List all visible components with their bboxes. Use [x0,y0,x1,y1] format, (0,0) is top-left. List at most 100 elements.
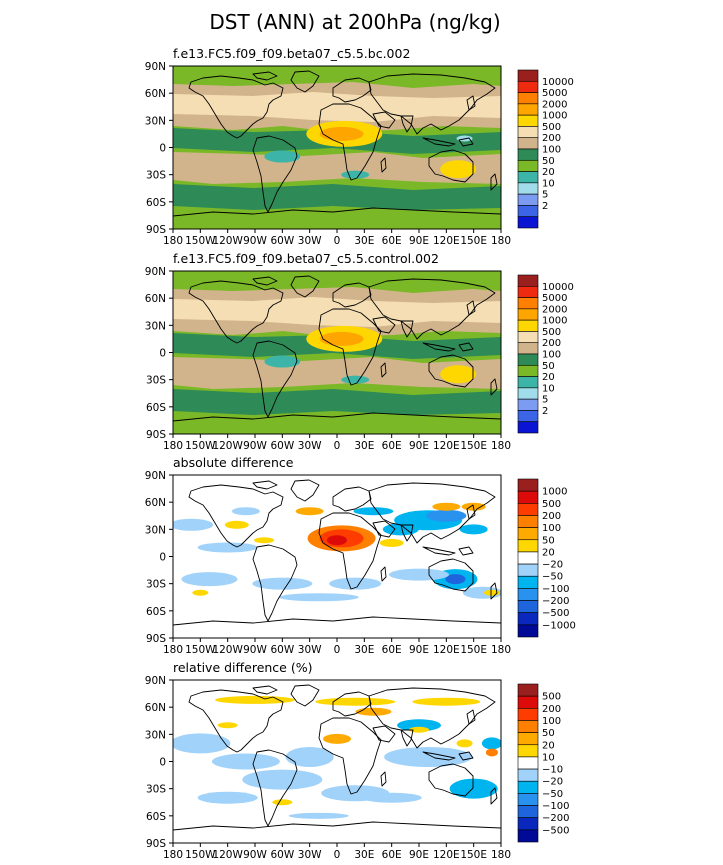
colorbar-label: 200 [542,133,561,144]
x-tick-label: 120W [212,849,243,861]
field-fill [173,475,501,638]
colorbar-label: 500 [542,327,561,338]
colorbar-label: 200 [542,511,561,522]
field-fill [173,66,501,84]
y-tick-label: 60N [145,702,166,714]
colorbar-label: 500 [542,692,561,703]
field-fill [278,593,359,602]
x-tick-label: 90E [409,644,429,656]
y-tick-label: 30S [146,170,166,182]
colorbar-swatch [517,683,539,697]
field-fill [353,507,394,516]
x-tick-label: 30E [354,849,374,861]
y-tick-label: 30N [145,320,166,332]
panel-title: relative difference (%) [173,660,312,675]
field-fill [397,719,441,732]
x-tick-label: 30W [298,235,322,247]
colorbar-label: −10 [542,765,563,776]
x-tick-label: 120W [212,440,243,452]
colorbar-swatch [517,575,539,589]
colorbar-label: 5 [542,395,548,406]
field-fill [341,375,370,384]
colorbar-label: 10 [542,752,555,763]
field-fill [384,746,473,767]
colorbar-swatch [517,92,539,105]
field-fill [252,577,313,590]
colorbar-label: 100 [542,523,561,534]
colorbar-label: 200 [542,338,561,349]
field-fill [449,778,498,799]
x-tick-label: 30E [354,440,374,452]
x-tick-label: 90E [409,440,429,452]
colorbar-label: 2000 [542,99,567,110]
field-fill [173,733,231,754]
field-fill [329,577,382,590]
x-tick-label: 30E [354,644,374,656]
field-fill [319,331,364,346]
colorbar-label: 2 [542,406,548,417]
field-fill [456,739,473,748]
colorbar-swatch [517,364,539,377]
map-panel-3: absolute difference90N60N30N030S60S90S18… [145,455,576,656]
x-tick-label: 180 [491,644,511,656]
colorbar-swatch [517,308,539,321]
colorbar-swatch [517,780,539,794]
x-tick-label: 60E [382,644,402,656]
colorbar-swatch [517,80,539,93]
colorbar-label: 50 [542,156,555,167]
x-tick-label: 120E [433,644,460,656]
colorbar-swatch [517,539,539,553]
y-tick-label: 30N [145,115,166,127]
colorbar-swatch [517,387,539,400]
field-fill [426,509,467,522]
colorbar-swatch [517,69,539,82]
colorbar-swatch [517,193,539,206]
colorbar-label: 10000 [542,77,574,88]
field-fill [173,389,501,415]
y-tick-label: 0 [159,348,166,360]
figure-title: DST (ANN) at 200hPa (ng/kg) [209,10,500,34]
x-tick-label: 90W [243,235,267,247]
contour-fill [173,475,501,638]
field-fill [440,365,477,384]
y-tick-label: 90N [145,61,166,73]
colorbar-label: 50 [542,361,555,372]
colorbar-label: −500 [542,608,569,619]
colorbar-swatch [517,600,539,613]
field-fill [173,152,501,184]
panel-title: f.e13.FC5.f09_f09.beta07_c5.5.bc.002 [173,46,410,61]
field-fill [483,589,500,596]
colorbar-swatch [517,744,539,758]
y-tick-label: 60N [145,497,166,509]
colorbar-swatch [517,182,539,195]
x-tick-label: 150W [185,440,216,452]
colorbar-label: 20 [542,740,555,751]
colorbar-label: 2000 [542,304,567,315]
colorbar-label: −500 [542,825,569,836]
contour-fill [173,680,501,843]
field-fill [445,574,466,585]
colorbar-label: 1000 [542,487,567,498]
x-tick-label: 0 [334,235,341,247]
field-fill [242,769,323,790]
colorbar-label: 50 [542,535,555,546]
y-tick-label: 90S [146,838,166,850]
panel-title: absolute difference [173,455,294,470]
colorbar-label: 1000 [542,316,567,327]
colorbar-label: 1000 [542,111,567,122]
colorbar-swatch [517,410,539,423]
field-fill [459,524,488,535]
x-tick-label: 150W [185,849,216,861]
colorbar-label: −200 [542,596,569,607]
colorbar-label: −50 [542,789,563,800]
y-tick-label: 90N [145,470,166,482]
colorbar-swatch [517,297,539,310]
colorbar-swatch [517,612,539,626]
colorbar-label: 100 [542,145,561,156]
x-tick-label: 0 [334,440,341,452]
x-tick-label: 120E [433,849,460,861]
x-tick-label: 150E [460,644,487,656]
colorbar-swatch [517,103,539,116]
y-tick-label: 60S [146,811,166,823]
